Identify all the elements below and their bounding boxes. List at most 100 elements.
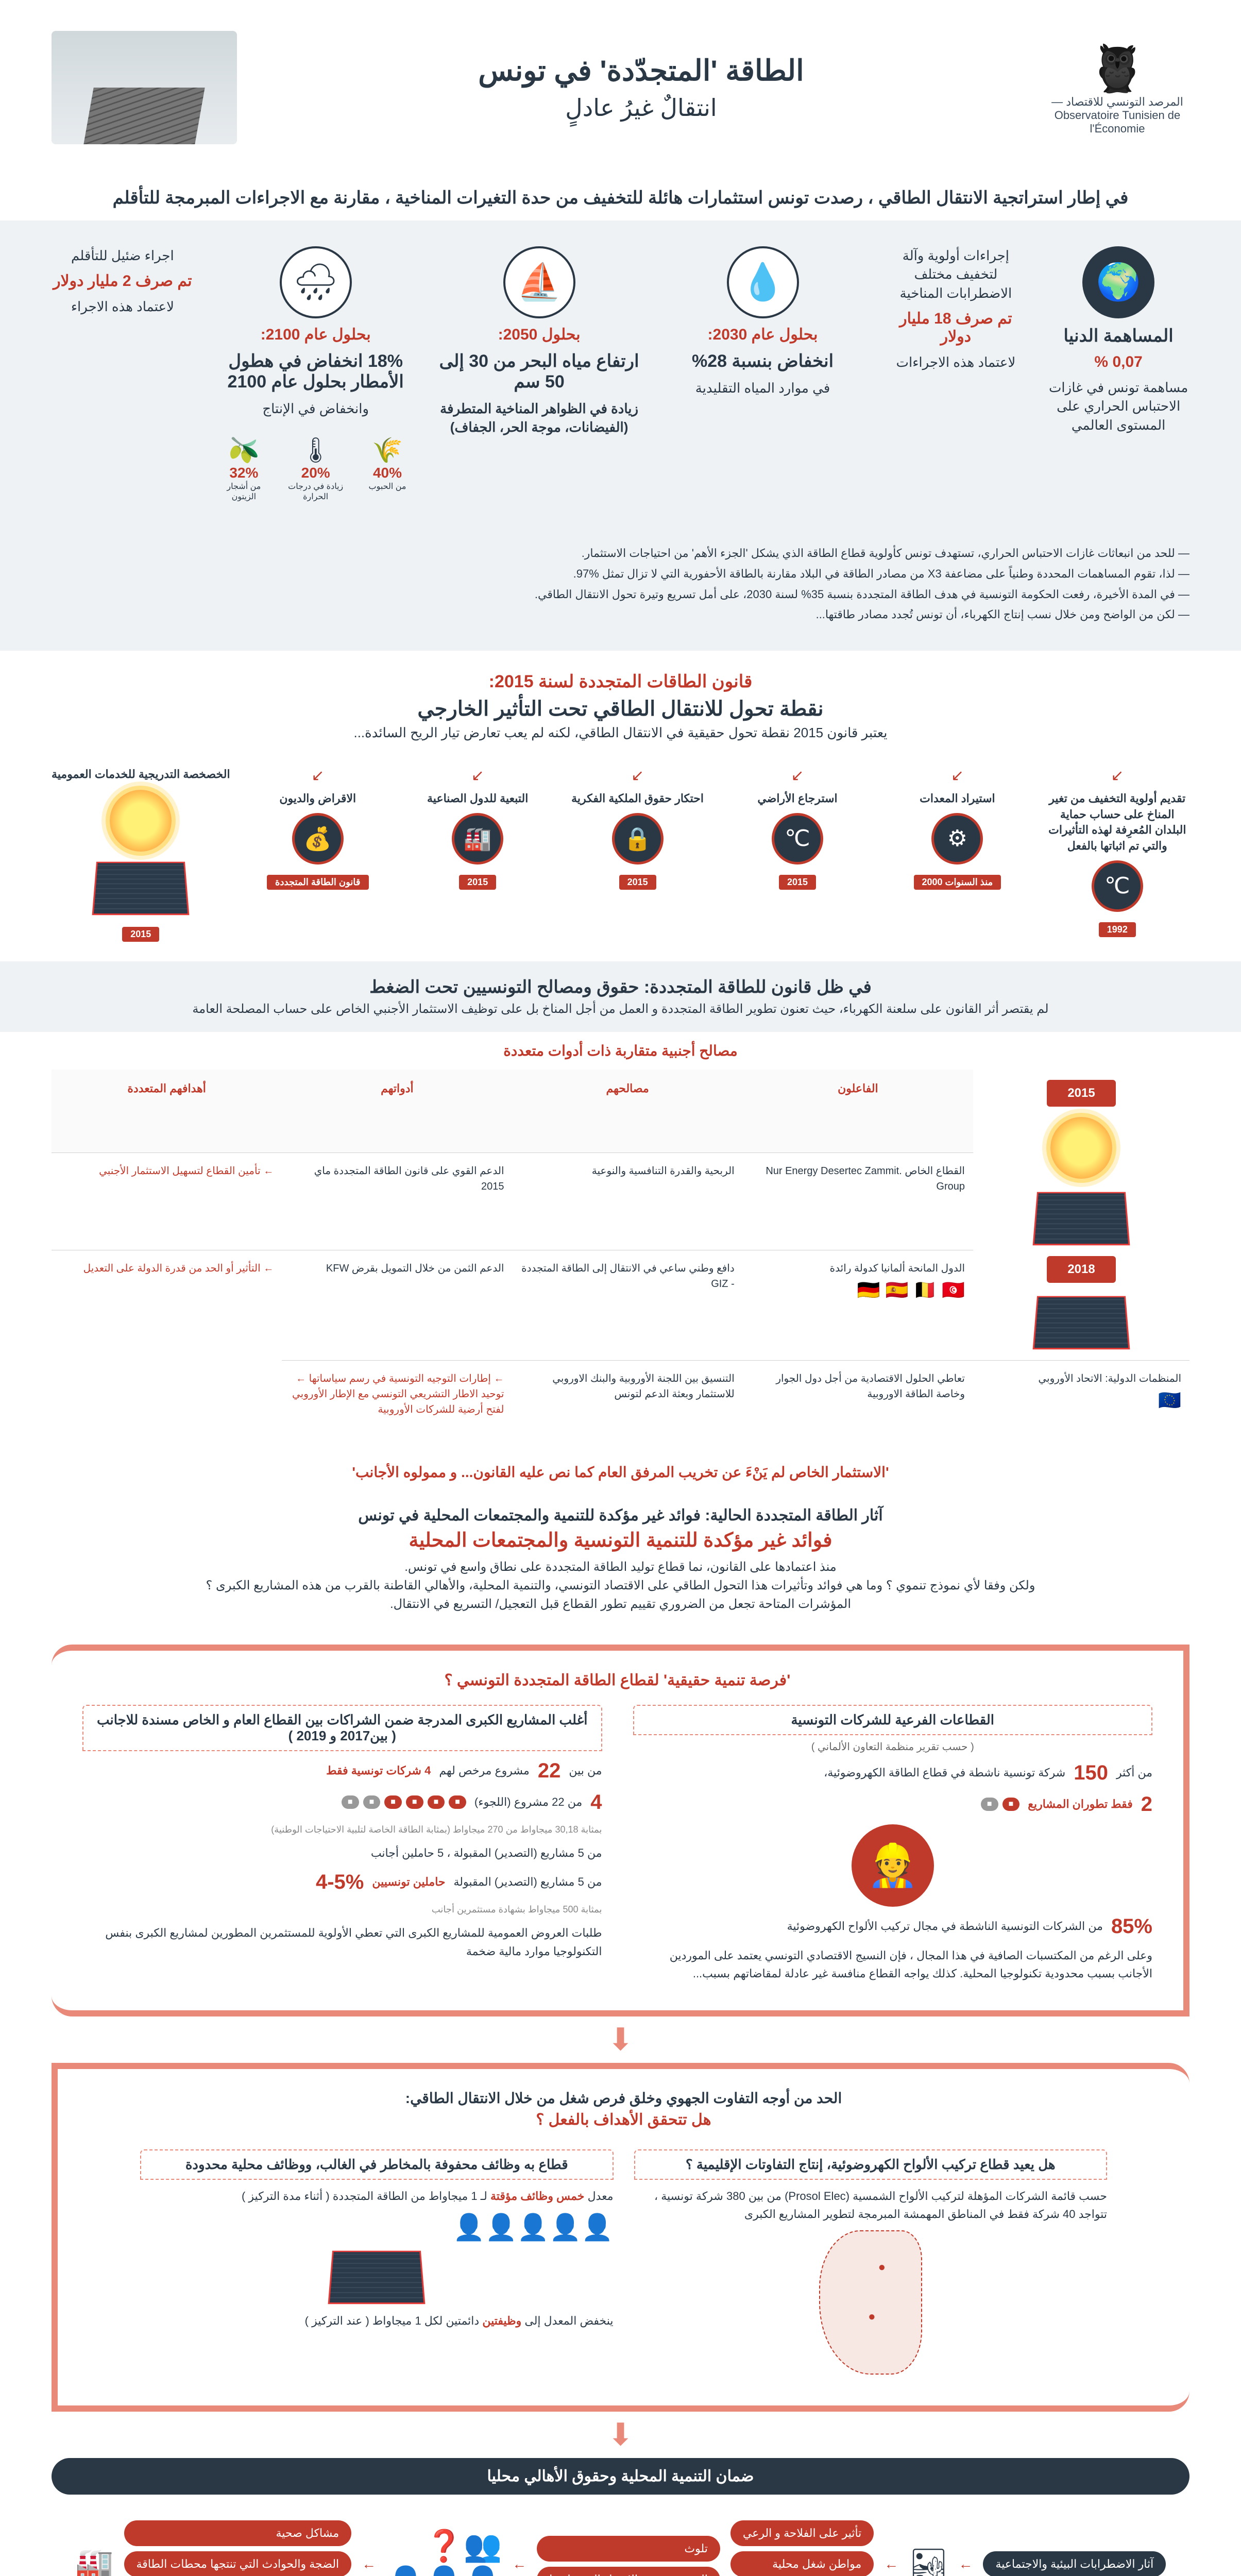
regional-box: الحد من أوجه التفاوت الجهوي وخلق فرص شغل… (52, 2063, 1189, 2412)
cell: الدول المانحة ألمانيا كدولة رائدة🇩🇪 🇪🇸 🇧… (743, 1250, 973, 1360)
arrow-icon: ↙ (471, 767, 484, 785)
tl-item-2: ↙ استرجاع الأراضي ℃ 2015 (725, 767, 870, 946)
land-icon: ℃ (772, 813, 823, 865)
guarantee-title: ضمان التنمية المحلية وحقوق الأهالي محليا (52, 2458, 1189, 2495)
cell: ← التأثير أو الحد من قدرة الدولة على الت… (52, 1250, 282, 1360)
solar-panel-icon (1033, 1296, 1130, 1349)
arrow-icon: ↙ (311, 767, 324, 785)
cell: دافع وطني ساعي في الانتقال إلى الطاقة ال… (513, 1250, 743, 1360)
tl-side: الخصخصة التدريجية للخدمات العمومية 2015 (52, 767, 230, 946)
community-icon: 👥❓👤👤👤 (386, 2528, 502, 2576)
g-label-1: آثار الاضطرابات البيئية والاجتماعية (983, 2551, 1166, 2576)
box1-right-title: أغلب المشاريع الكبرى المدرجة ضمن الشراكا… (82, 1705, 602, 1751)
climate-sub-row: 🌾40%من الحبوب 🌡20%زيادة في درجات الحرارة… (214, 435, 417, 502)
contribution-stat: 0,07 % (1094, 353, 1142, 371)
arrow-icon: ← (958, 2556, 973, 2572)
owl-icon: 🦉 (1089, 41, 1146, 95)
effects-title: فوائد غير مؤكدة للتنمية التونسية والمجتم… (52, 1529, 1189, 1552)
actors-title: في ظل قانون للطاقة المتجددة: حقوق ومصالح… (52, 977, 1189, 997)
phenomena-text: زيادة في الظواھر المناخية المتطرفة (الفي… (438, 399, 641, 437)
sub-grain: 🌾40%من الحبوب (358, 435, 417, 502)
cell: تعاطي الحلول الاقتصادية من أجل دول الجوا… (743, 1360, 973, 1428)
cell: التنسيق بين اللجنة الأوروبية والبنك الاو… (513, 1360, 743, 1428)
title-block: الطاقة 'المتجدّدة' في تونس انتقالٌ غيرُ … (278, 54, 1004, 122)
adapt-title: اجراء ضئيل للتأقلم (71, 246, 174, 265)
box2-left: هل يعيد قطاع تركيب الألواح الكهروضوئية، … (634, 2149, 1108, 2375)
eu-flag-icon: 🇪🇺 (1158, 1389, 1181, 1411)
effects-p1: منذ اعتمادها على القانون، نما قطاع توليد… (52, 1558, 1189, 1577)
adapt-stat: تم صرف 2 مليار دولار (53, 272, 192, 290)
tl-item-5: ↙ الاقراض والديون 💰 قانون الطاقة المتجدد… (246, 767, 390, 946)
c2100-stat: 18% انخفاض في هطول الأمطار بحلول عام 210… (214, 351, 417, 392)
law-title-block: قانون الطاقات المتجددة لسنة 2015: نقطة ت… (0, 651, 1241, 751)
flow-arrow-icon: ⬇ (0, 2022, 1241, 2058)
box1-left: القطاعات الفرعية للشركات التونسية ( حسب … (633, 1705, 1153, 1990)
col-interests: مصالحهم (513, 1070, 743, 1153)
intro-text: في إطار استراتجية الانتقال الطاقي ، رصدت… (0, 175, 1241, 221)
opportunity-box: 'فرصة تنمية حقيقية' لقطاع الطاقة المتجدد… (52, 1645, 1189, 2016)
worker-icon: 👷 (852, 1824, 934, 1907)
law-subtitle: قانون الطاقات المتجددة لسنة 2015: (52, 671, 1189, 692)
arrow-icon: ↙ (1111, 767, 1124, 785)
c2030-text: في موارد المياه التقليدية (695, 379, 830, 397)
c2050-label: بحلول 2050: (498, 326, 581, 344)
turbine-icon: ⚙ (931, 813, 983, 865)
arrow-icon: ↙ (791, 767, 804, 785)
ip-icon: 🔒 (612, 813, 664, 865)
box1-title: 'فرصة تنمية حقيقية' لقطاع الطاقة المتجدد… (82, 1671, 1152, 1689)
actors-header: في ظل قانون للطاقة المتجددة: حقوق ومصالح… (0, 961, 1241, 1032)
col-actors: الفاعلون (743, 1070, 973, 1153)
contribution-text: مساهمة تونس في غازات الاحتباس الحراري عل… (1047, 378, 1189, 434)
rain-icon: 🌧 (280, 246, 352, 318)
flag-icons: 🇩🇪 🇪🇸 🇧🇪 🇹🇳 (857, 1279, 965, 1300)
actors-quote: 'الاستثمار الخاص لم يَنْءَ عن تخريب المر… (0, 1448, 1241, 1496)
page-title-2: انتقالٌ غيرُ عادلٍ (278, 94, 1004, 122)
climate-col-contribution: 🌍 المساهمة الدنيا 0,07 % مساهمة تونس في … (1047, 246, 1189, 502)
law-timeline: ↙ تقديم أولوية التخفيف من تغير المناخ عل… (0, 751, 1241, 961)
arrow-icon: ← (512, 2556, 526, 2572)
box2-left-title: هل يعيد قطاع تركيب الألواح الكهروضوئية، … (634, 2149, 1108, 2180)
climate-law-icon: ℃ (1092, 860, 1143, 912)
landscape-icon: 🏜 (909, 2546, 948, 2576)
arrow-icon: ← (362, 2556, 376, 2572)
sun-icon (1050, 1117, 1112, 1179)
box2-title: الحد من أوجه التفاوت الجهوي وخلق فرص شغل… (89, 2090, 1159, 2111)
box2-right-title: قطاع به وظائف محفوفة بالمخاطر في الغالب،… (140, 2149, 614, 2180)
guarantee-flow: آثار الاضطرابات البيئية والاجتماعية ← 🏜 … (0, 2510, 1241, 2576)
arrow-icon: ↙ (631, 767, 644, 785)
c2100-label: بحلول عام 2100: (261, 326, 371, 344)
climate-para-1: للحد من انبعاثات غازات الاحتباس الحراري،… (52, 543, 1189, 564)
landscape-icon: 🏭 (75, 2546, 114, 2576)
tunisia-map-icon (819, 2230, 922, 2375)
g-item: تأثير على الفلاحة و الرعي (730, 2520, 874, 2546)
arrow-icon: ↙ (951, 767, 964, 785)
g-item: مشاكل صحية (124, 2520, 352, 2546)
solar-panel-icon (92, 861, 190, 915)
g-item: الضجة والحوادث التي تنتجها محطات الطاقة (124, 2551, 352, 2576)
tl-item-3: ↙ احتكار حقوق الملكية الفكرية 🔒 2015 (565, 767, 709, 946)
arrow-icon: ← (884, 2556, 898, 2572)
tl-item-4: ↙ التبعية للدول الصناعية 🏭 2015 (405, 767, 550, 946)
climate-para-2: لذا، تقوم المساهمات المحددة وطنياً على م… (52, 564, 1189, 584)
cell: ← إطارات التوجيه التونسية في رسم سياساته… (282, 1360, 512, 1428)
year-2015: 2015 (1047, 1080, 1115, 1107)
box1-right: أغلب المشاريع الكبرى المدرجة ضمن الشراكا… (82, 1705, 602, 1990)
header-image (52, 31, 237, 144)
page-header: 🦉 المرصد التونسي للاقتصاد — Observatoire… (0, 0, 1241, 175)
actors-section-title: مصالح أجنبية متقاربة ذات أدوات متعددة (0, 1032, 1241, 1070)
actors-side-images: 2015 2018 (973, 1070, 1189, 1360)
col-goals: أهدافهم المتعددة (52, 1070, 282, 1153)
flow-arrow-icon: ⬇ (0, 2417, 1241, 2453)
climate-col-2050: ⛵ بحلول 2050: ارتفاع مياه البحر من 30 إل… (438, 246, 641, 502)
sun-icon (110, 790, 172, 852)
c2030-label: بحلول عام 2030: (708, 326, 818, 344)
col-tools: أدواتهم (282, 1070, 512, 1153)
climate-col-2100: 🌧 بحلول عام 2100: 18% انخفاض في هطول الأ… (214, 246, 417, 502)
g-item: التعويض و جبر الاضرار التي خلفتها (537, 2567, 720, 2576)
c2030-stat: انخفاض بنسبة 28% (692, 351, 834, 371)
box2-right: قطاع به وظائف محفوفة بالمخاطر في الغالب،… (140, 2149, 614, 2375)
climate-paragraphs: للحد من انبعاثات غازات الاحتباس الحراري،… (0, 528, 1241, 650)
solar-panel-icon (328, 2251, 426, 2304)
cell: القطاع الخاص .Nur Energy Desertec Zammit… (743, 1153, 973, 1250)
olive-icon: 🫒 (214, 435, 274, 465)
